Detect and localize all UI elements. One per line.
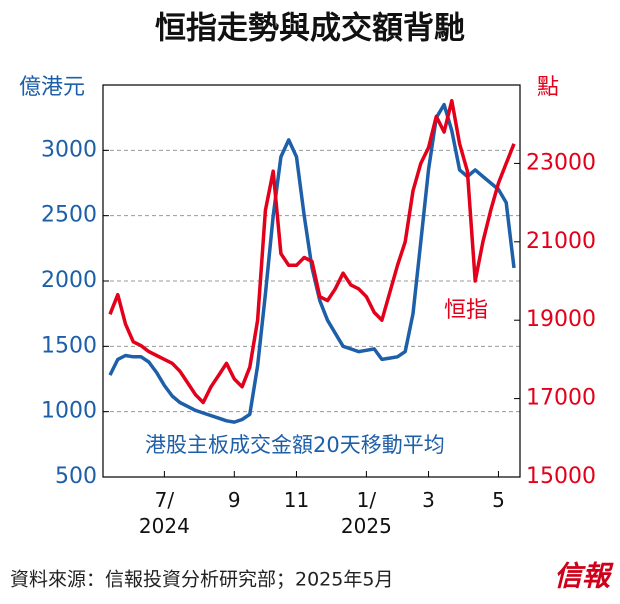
y-tick-label: 1500 [41,333,97,358]
x-tick-label: 11 [283,488,310,512]
x-tick-label: 7/ 2024 [138,488,190,538]
chart-title: 恒指走勢與成交額背馳 [155,11,465,47]
x-tick-label: 5 [492,488,505,512]
x-tick-label: 9 [227,488,241,512]
y2-tick-label: 19000 [526,307,596,332]
series-line [108,98,516,405]
series-label: 恒指 [444,298,488,323]
y-tick-label: 500 [55,464,97,489]
y-axis-label: 億港元 [19,75,85,100]
plot-frame [102,84,521,478]
y2-tick-label: 23000 [526,150,596,175]
source-note: 資料來源：信報投資分析研究部；2025年5月 [10,569,393,591]
y-tick-label: 3000 [41,137,97,162]
y2-tick-label: 15000 [526,464,596,489]
series-label: 港股主板成交金額20天移動平均 [145,433,445,457]
y2-axis-label: 點 [537,75,559,100]
y2-tick-label: 17000 [526,386,596,411]
x-tick-label: 3 [422,488,435,512]
y-tick-label: 1000 [41,399,97,424]
y-tick-label: 2000 [41,268,97,293]
y-tick-label: 2500 [41,203,97,228]
logo: 信報 [554,560,614,593]
y2-tick-label: 21000 [526,229,596,254]
x-tick-label: 1/ 2025 [340,488,392,538]
